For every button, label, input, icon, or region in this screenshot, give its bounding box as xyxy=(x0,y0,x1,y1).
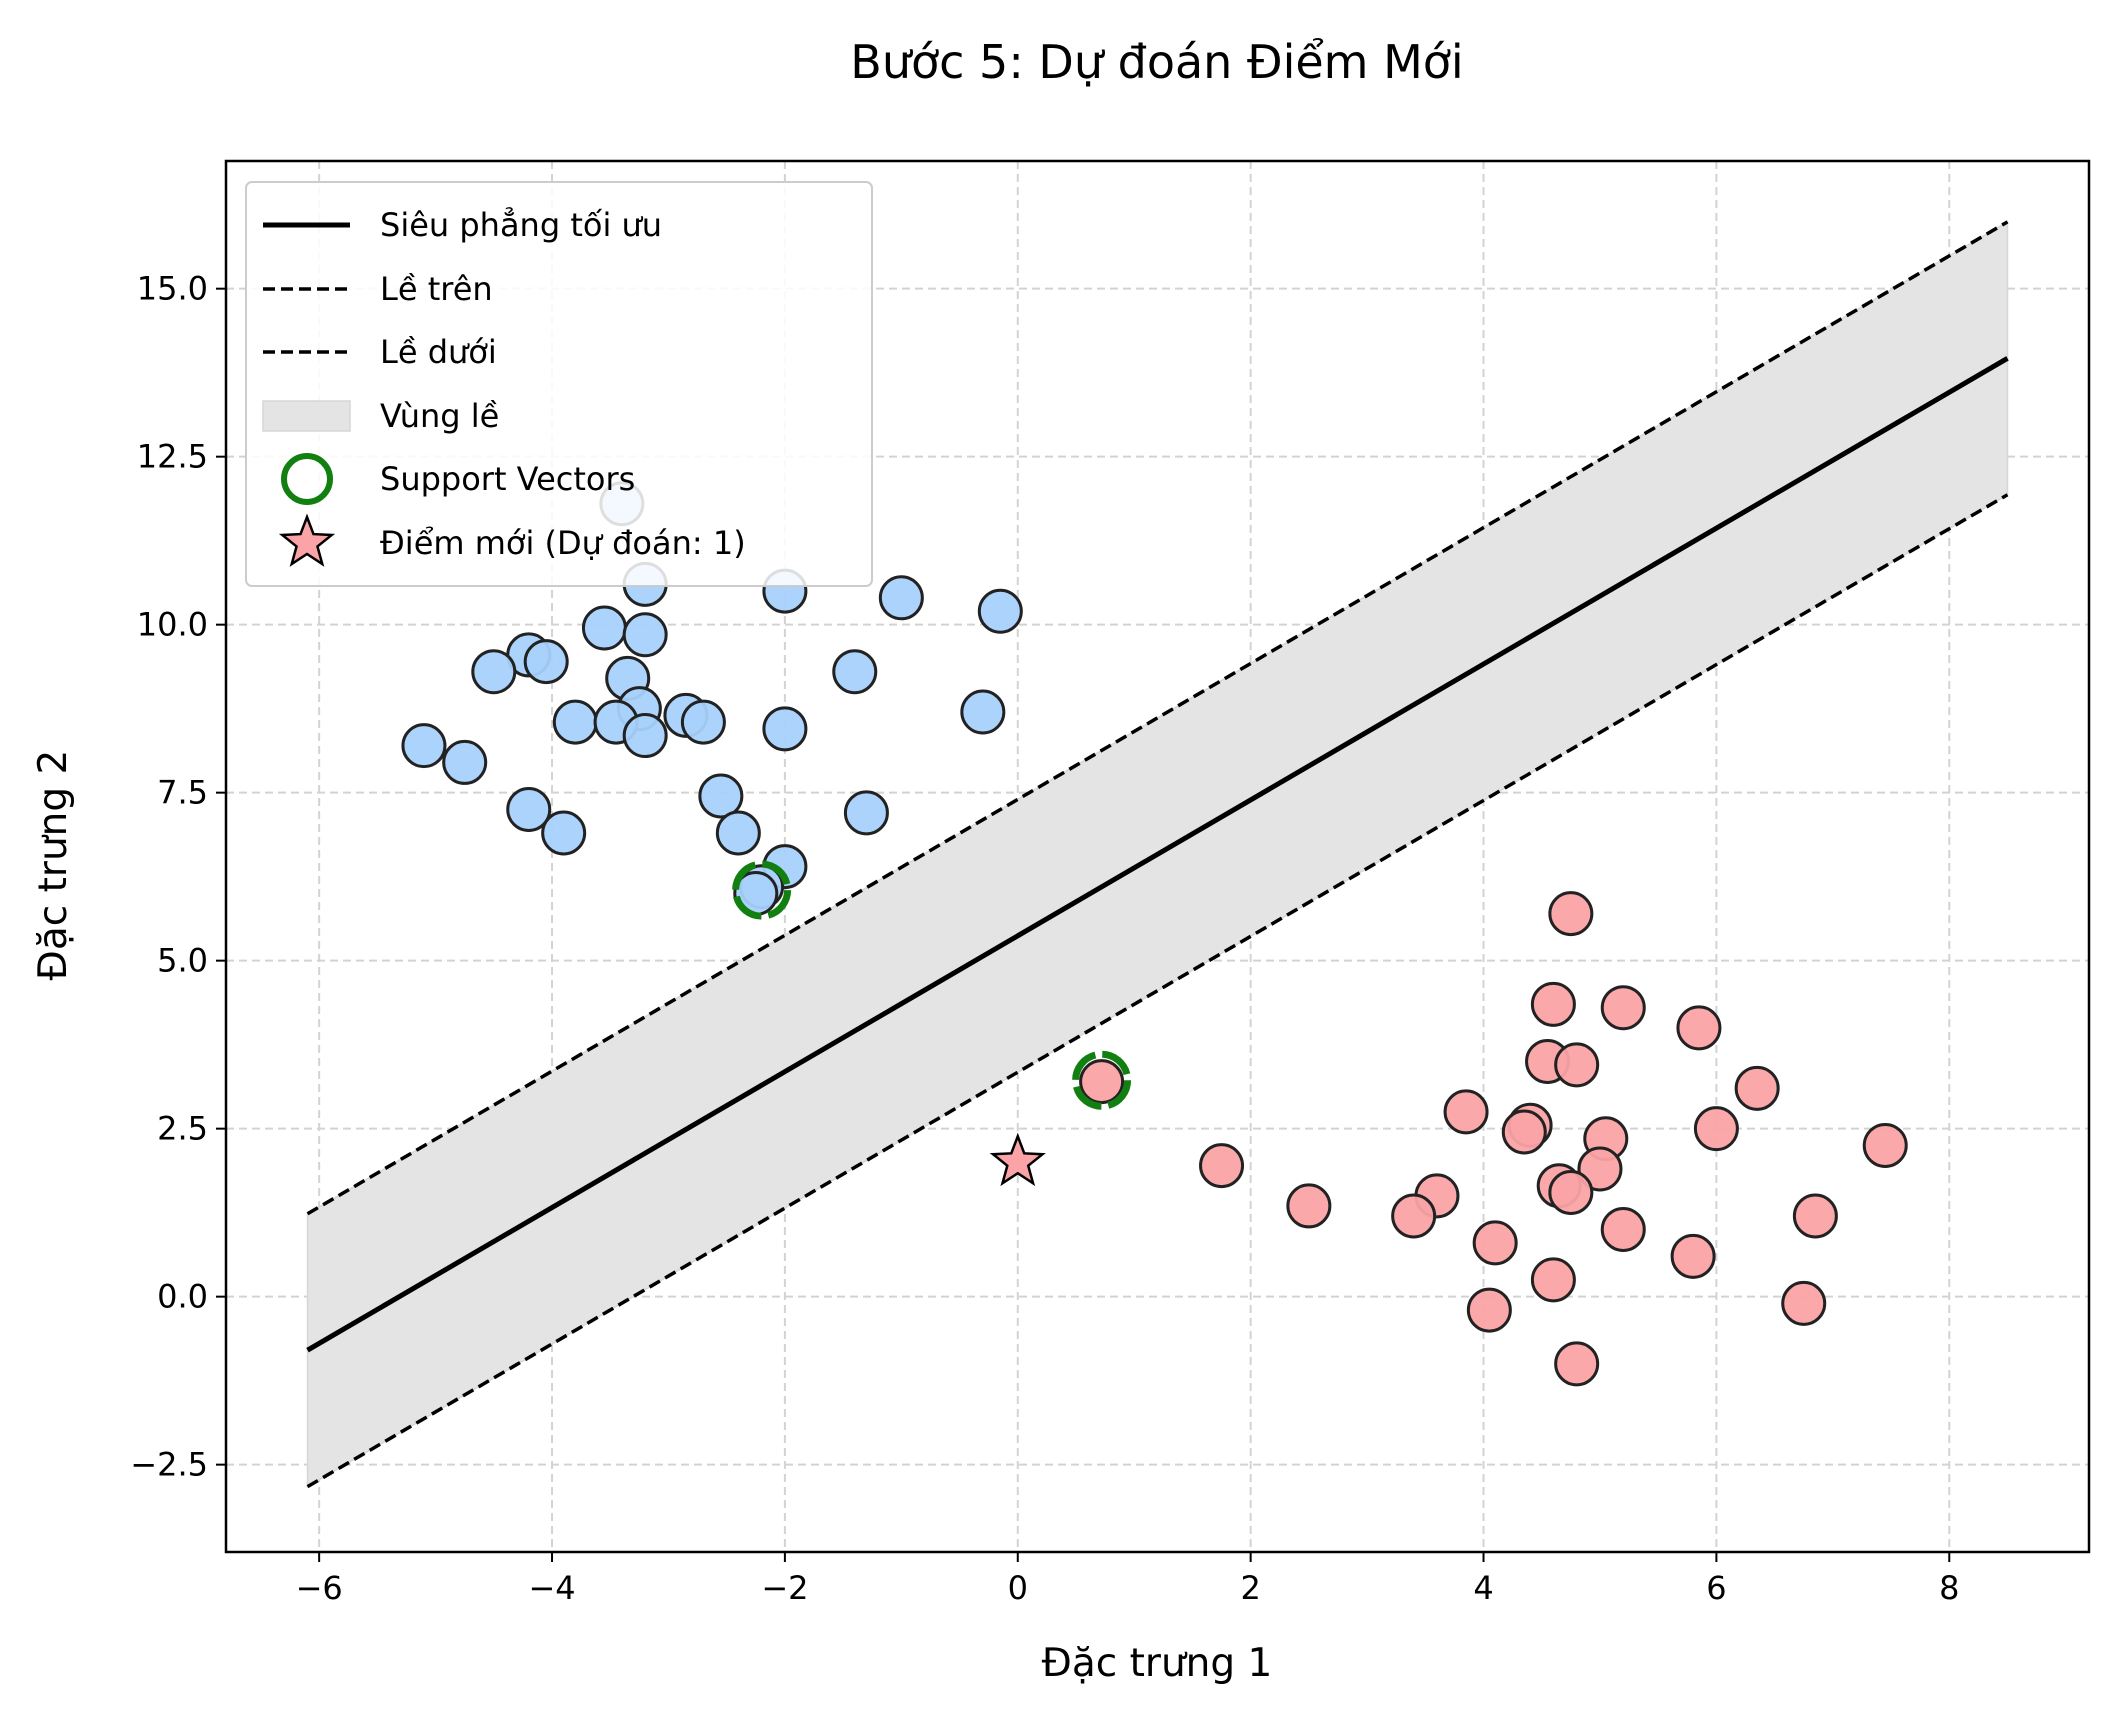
y-tick-label: 2.5 xyxy=(157,1110,208,1148)
data-point-class-b xyxy=(1530,981,1576,1027)
support-vectors xyxy=(732,860,1132,1110)
data-point-class-b xyxy=(1792,1193,1838,1239)
x-tick-label: 6 xyxy=(1706,1569,1726,1607)
data-point-class-b xyxy=(1501,1109,1547,1155)
data-point-class-a xyxy=(622,713,668,759)
x-tick-label: 2 xyxy=(1240,1569,1260,1607)
legend-label: Siêu phẳng tối ưu xyxy=(380,206,662,244)
hyperplane-line xyxy=(306,356,2009,1353)
x-tick-label: 0 xyxy=(1008,1569,1028,1607)
y-tick-label: 7.5 xyxy=(157,774,208,812)
upper-margin-line xyxy=(306,220,2009,1216)
data-point-class-b xyxy=(1199,1143,1245,1189)
data-point-class-b xyxy=(1781,1280,1827,1326)
x-axis-label: Đặc trưng 1 xyxy=(1042,1641,1273,1686)
data-point-class-a xyxy=(471,649,517,695)
data-point-class-b xyxy=(1286,1183,1332,1229)
data-point-class-a xyxy=(541,810,587,856)
legend-handle-support-vector xyxy=(281,453,333,505)
x-tick-label: −6 xyxy=(296,1569,343,1607)
legend-label: Lề trên xyxy=(380,270,493,308)
x-tick-label: 4 xyxy=(1473,1569,1493,1607)
data-point-class-a xyxy=(622,612,668,658)
x-tick-label: −2 xyxy=(761,1569,808,1607)
support-vector-marker xyxy=(1072,1050,1132,1110)
data-point-class-b xyxy=(1554,1042,1600,1088)
data-point-class-a xyxy=(523,639,569,685)
legend-label: Lề dưới xyxy=(380,333,497,371)
legend-handle-margin-fill xyxy=(262,400,351,432)
data-point-class-b xyxy=(1693,1106,1739,1152)
data-point-class-b xyxy=(1548,1169,1594,1215)
y-tick-label: 5.0 xyxy=(157,942,208,980)
data-point-class-b xyxy=(1600,1206,1646,1252)
legend-label: Support Vectors xyxy=(380,460,635,498)
data-point-class-b xyxy=(1670,1233,1716,1279)
data-point-class-a xyxy=(960,689,1006,735)
data-point-class-a xyxy=(832,649,878,695)
data-point-class-a xyxy=(878,575,924,621)
legend: Siêu phẳng tối ưu Lề trên Lề dưới Vùng lề Su… xyxy=(245,181,873,587)
legend-label: Điểm mới (Dự đoán: 1) xyxy=(380,524,746,562)
data-point-class-b xyxy=(1466,1287,1512,1333)
data-point-class-b xyxy=(1600,985,1646,1031)
y-tick-label: −2.5 xyxy=(130,1446,208,1484)
data-point-class-b xyxy=(1472,1220,1518,1266)
data-point-class-a xyxy=(442,739,488,785)
new-point-star xyxy=(989,1132,1046,1187)
lower-margin-line xyxy=(306,493,2009,1489)
y-tick-label: 12.5 xyxy=(137,438,208,476)
y-tick-label: 0.0 xyxy=(157,1278,208,1316)
data-point-class-a xyxy=(680,699,726,745)
data-point-class-b xyxy=(1079,1059,1125,1105)
data-point-class-a xyxy=(843,790,889,836)
data-point-class-a xyxy=(715,810,761,856)
y-axis-label: Đặc trưng 2 xyxy=(31,750,76,981)
y-tick-label: 15.0 xyxy=(137,270,208,308)
data-point-class-b xyxy=(1676,1005,1722,1051)
data-point-class-a xyxy=(698,773,744,819)
support-vector-marker xyxy=(732,860,792,920)
plot-frame xyxy=(224,159,2091,1554)
new-point xyxy=(989,1132,1046,1187)
hyperplane-lines xyxy=(306,220,2009,1489)
data-point-class-b xyxy=(1443,1089,1489,1135)
data-point-class-a xyxy=(762,706,808,752)
axis-ticks: −6 −4 −2 0 2 4 6 8 −2.5 0.0 2.5 5.0 7.5 10.0 12.5 15.0 xyxy=(130,270,1959,1607)
data-point-class-b xyxy=(1391,1193,1437,1239)
legend-box xyxy=(245,181,873,587)
x-tick-label: −4 xyxy=(528,1569,575,1607)
legend-label: Vùng lề xyxy=(380,397,499,435)
data-point-class-a xyxy=(401,723,447,769)
data-point-class-b xyxy=(1734,1065,1780,1111)
data-point-class-a xyxy=(506,786,552,832)
data-point-class-b xyxy=(1554,1341,1600,1387)
x-tick-label: 8 xyxy=(1939,1569,1959,1607)
chart-title: Bước 5: Dự đoán Điểm Mới xyxy=(850,35,1463,89)
data-point-class-b xyxy=(1862,1122,1908,1168)
data-point-class-b xyxy=(1548,891,1594,937)
data-point-class-b xyxy=(1530,1257,1576,1303)
y-tick-label: 10.0 xyxy=(137,606,208,644)
legend-handle-new-point xyxy=(278,513,336,567)
data-point-class-a xyxy=(581,605,627,651)
data-point-class-a xyxy=(552,699,598,745)
data-point-class-a xyxy=(977,588,1023,634)
data-point-class-b xyxy=(1577,1146,1623,1192)
